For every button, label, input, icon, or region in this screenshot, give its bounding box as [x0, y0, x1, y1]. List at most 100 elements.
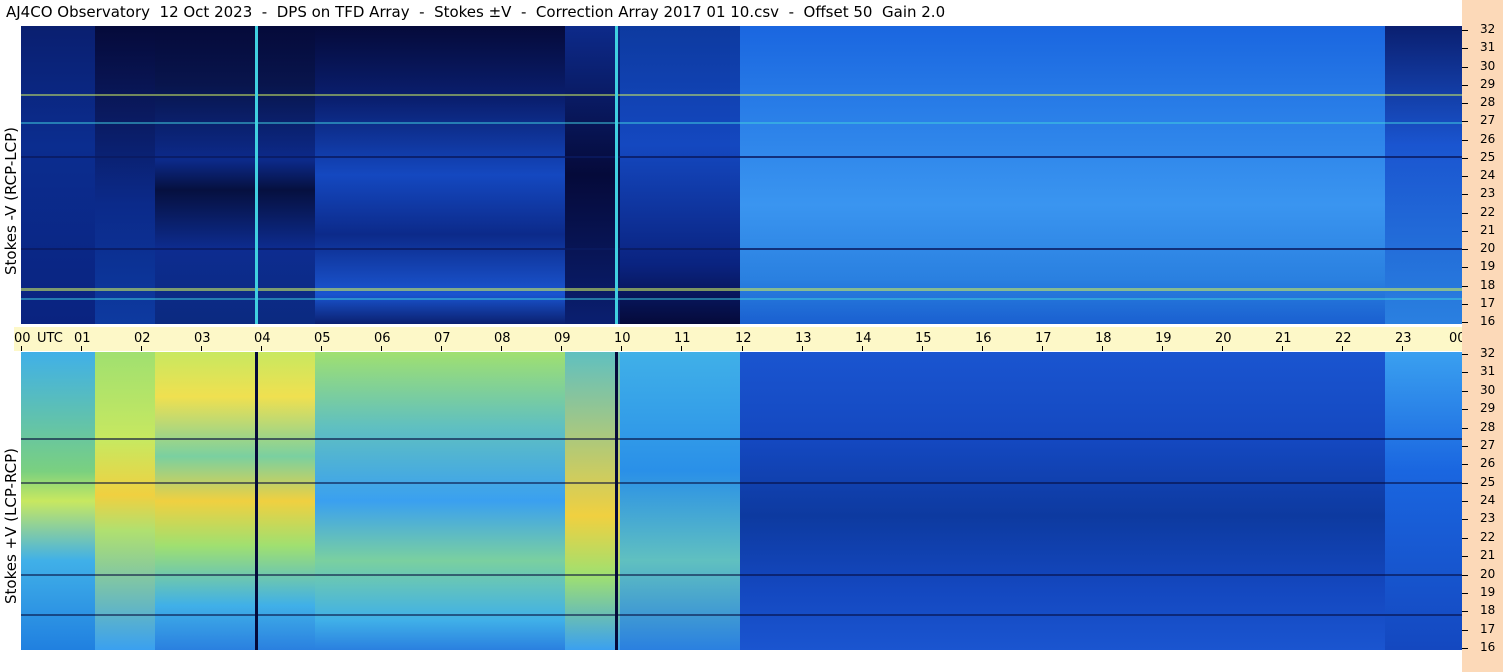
freq-tick-label-bottom: 19: [1480, 585, 1496, 599]
freq-tickmark: [1462, 140, 1468, 141]
freq-tick-label-top: 26: [1480, 132, 1496, 146]
freq-tick-label-top: 29: [1480, 77, 1496, 91]
interference-line: [21, 288, 1462, 291]
freq-tickmark: [1462, 158, 1468, 159]
time-tick-label: 07: [434, 331, 451, 346]
vertical-artifact: [255, 26, 258, 324]
time-tick-label: 23: [1395, 331, 1412, 346]
time-tickmark: [81, 346, 82, 351]
strip: [740, 352, 1385, 650]
interference-line: [21, 298, 1462, 300]
time-tickmark: [321, 346, 322, 351]
time-tickmark: [201, 346, 202, 351]
vertical-artifact: [255, 352, 258, 650]
time-tickmark: [501, 346, 502, 351]
time-tick-label: 04: [254, 331, 271, 346]
time-tickmark: [922, 346, 923, 351]
time-tickmark: [862, 346, 863, 351]
strip: [21, 26, 95, 324]
freq-tick-label-top: 30: [1480, 59, 1496, 73]
time-tickmark: [561, 346, 562, 351]
time-tickmark: [21, 346, 22, 351]
freq-tick-label-top: 16: [1480, 314, 1496, 328]
time-tick-label: 08: [494, 331, 511, 346]
top-panel-ylabel: Stokes -V (RCP-LCP): [2, 127, 20, 275]
time-tick-label: 16: [975, 331, 992, 346]
time-tickmark: [982, 346, 983, 351]
freq-tickmark: [1462, 103, 1468, 104]
freq-tickmark: [1462, 575, 1468, 576]
freq-tick-label-bottom: 26: [1480, 456, 1496, 470]
freq-tickmark: [1462, 48, 1468, 49]
time-tick-label: 05: [314, 331, 331, 346]
freq-tick-label-top: 17: [1480, 296, 1496, 310]
freq-tickmark: [1462, 267, 1468, 268]
time-tickmark: [742, 346, 743, 351]
time-tickmark: [1282, 346, 1283, 351]
freq-tickmark: [1462, 428, 1468, 429]
freq-tick-label-bottom: 22: [1480, 530, 1496, 544]
freq-tick-label-bottom: 31: [1480, 364, 1496, 378]
time-tick-label: 06: [374, 331, 391, 346]
freq-tickmark: [1462, 304, 1468, 305]
time-tick-label: 19: [1155, 331, 1172, 346]
freq-tick-label-top: 24: [1480, 168, 1496, 182]
time-tickmark: [1042, 346, 1043, 351]
freq-tick-label-bottom: 20: [1480, 567, 1496, 581]
freq-tickmark: [1462, 391, 1468, 392]
time-tickmark: [1402, 346, 1403, 351]
strip: [95, 352, 155, 650]
time-tickmark: [1162, 346, 1163, 351]
freq-tick-label-bottom: 21: [1480, 548, 1496, 562]
freq-tickmark: [1462, 630, 1468, 631]
freq-tickmark: [1462, 354, 1468, 355]
interference-line: [21, 156, 1462, 158]
strip: [565, 26, 620, 324]
freq-tickmark: [1462, 213, 1468, 214]
freq-tick-label-bottom: 27: [1480, 438, 1496, 452]
time-tick-label: 15: [915, 331, 932, 346]
freq-tickmark: [1462, 556, 1468, 557]
freq-tickmark: [1462, 231, 1468, 232]
interference-line: [21, 614, 1462, 616]
time-axis: [14, 327, 1462, 351]
strip: [21, 352, 95, 650]
time-tick-label: 00: [1449, 331, 1466, 346]
interference-line: [21, 574, 1462, 576]
strip: [155, 352, 315, 650]
interference-line: [21, 94, 1462, 96]
time-tick-label: 00: [14, 331, 31, 346]
strip: [315, 352, 565, 650]
freq-tickmark: [1462, 30, 1468, 31]
freq-tick-label-top: 28: [1480, 95, 1496, 109]
strip: [620, 26, 740, 324]
chart-title: AJ4CO Observatory 12 Oct 2023 - DPS on T…: [6, 3, 946, 21]
freq-tick-label-top: 21: [1480, 223, 1496, 237]
freq-tickmark: [1462, 538, 1468, 539]
freq-tick-label-bottom: 28: [1480, 420, 1496, 434]
freq-tickmark: [1462, 249, 1468, 250]
freq-tick-label-top: 18: [1480, 278, 1496, 292]
freq-tick-label-bottom: 24: [1480, 493, 1496, 507]
freq-tick-label-bottom: 30: [1480, 383, 1496, 397]
time-tick-label: 13: [795, 331, 812, 346]
strip: [155, 26, 315, 324]
freq-tick-label-bottom: 17: [1480, 622, 1496, 636]
interference-line: [21, 248, 1462, 250]
time-tick-label: 17: [1035, 331, 1052, 346]
time-tickmark: [1342, 346, 1343, 351]
freq-tickmark: [1462, 593, 1468, 594]
freq-tick-label-top: 19: [1480, 259, 1496, 273]
freq-tick-label-bottom: 32: [1480, 346, 1496, 360]
freq-tick-label-top: 32: [1480, 22, 1496, 36]
freq-tickmark: [1462, 648, 1468, 649]
time-tick-label: 20: [1215, 331, 1232, 346]
freq-tickmark: [1462, 501, 1468, 502]
time-tickmark: [1222, 346, 1223, 351]
time-tick-label: 11: [674, 331, 691, 346]
vertical-artifact: [615, 26, 618, 324]
freq-tickmark: [1462, 85, 1468, 86]
freq-tickmark: [1462, 121, 1468, 122]
interference-line: [21, 122, 1462, 124]
bottom-spectrogram: [21, 352, 1462, 650]
